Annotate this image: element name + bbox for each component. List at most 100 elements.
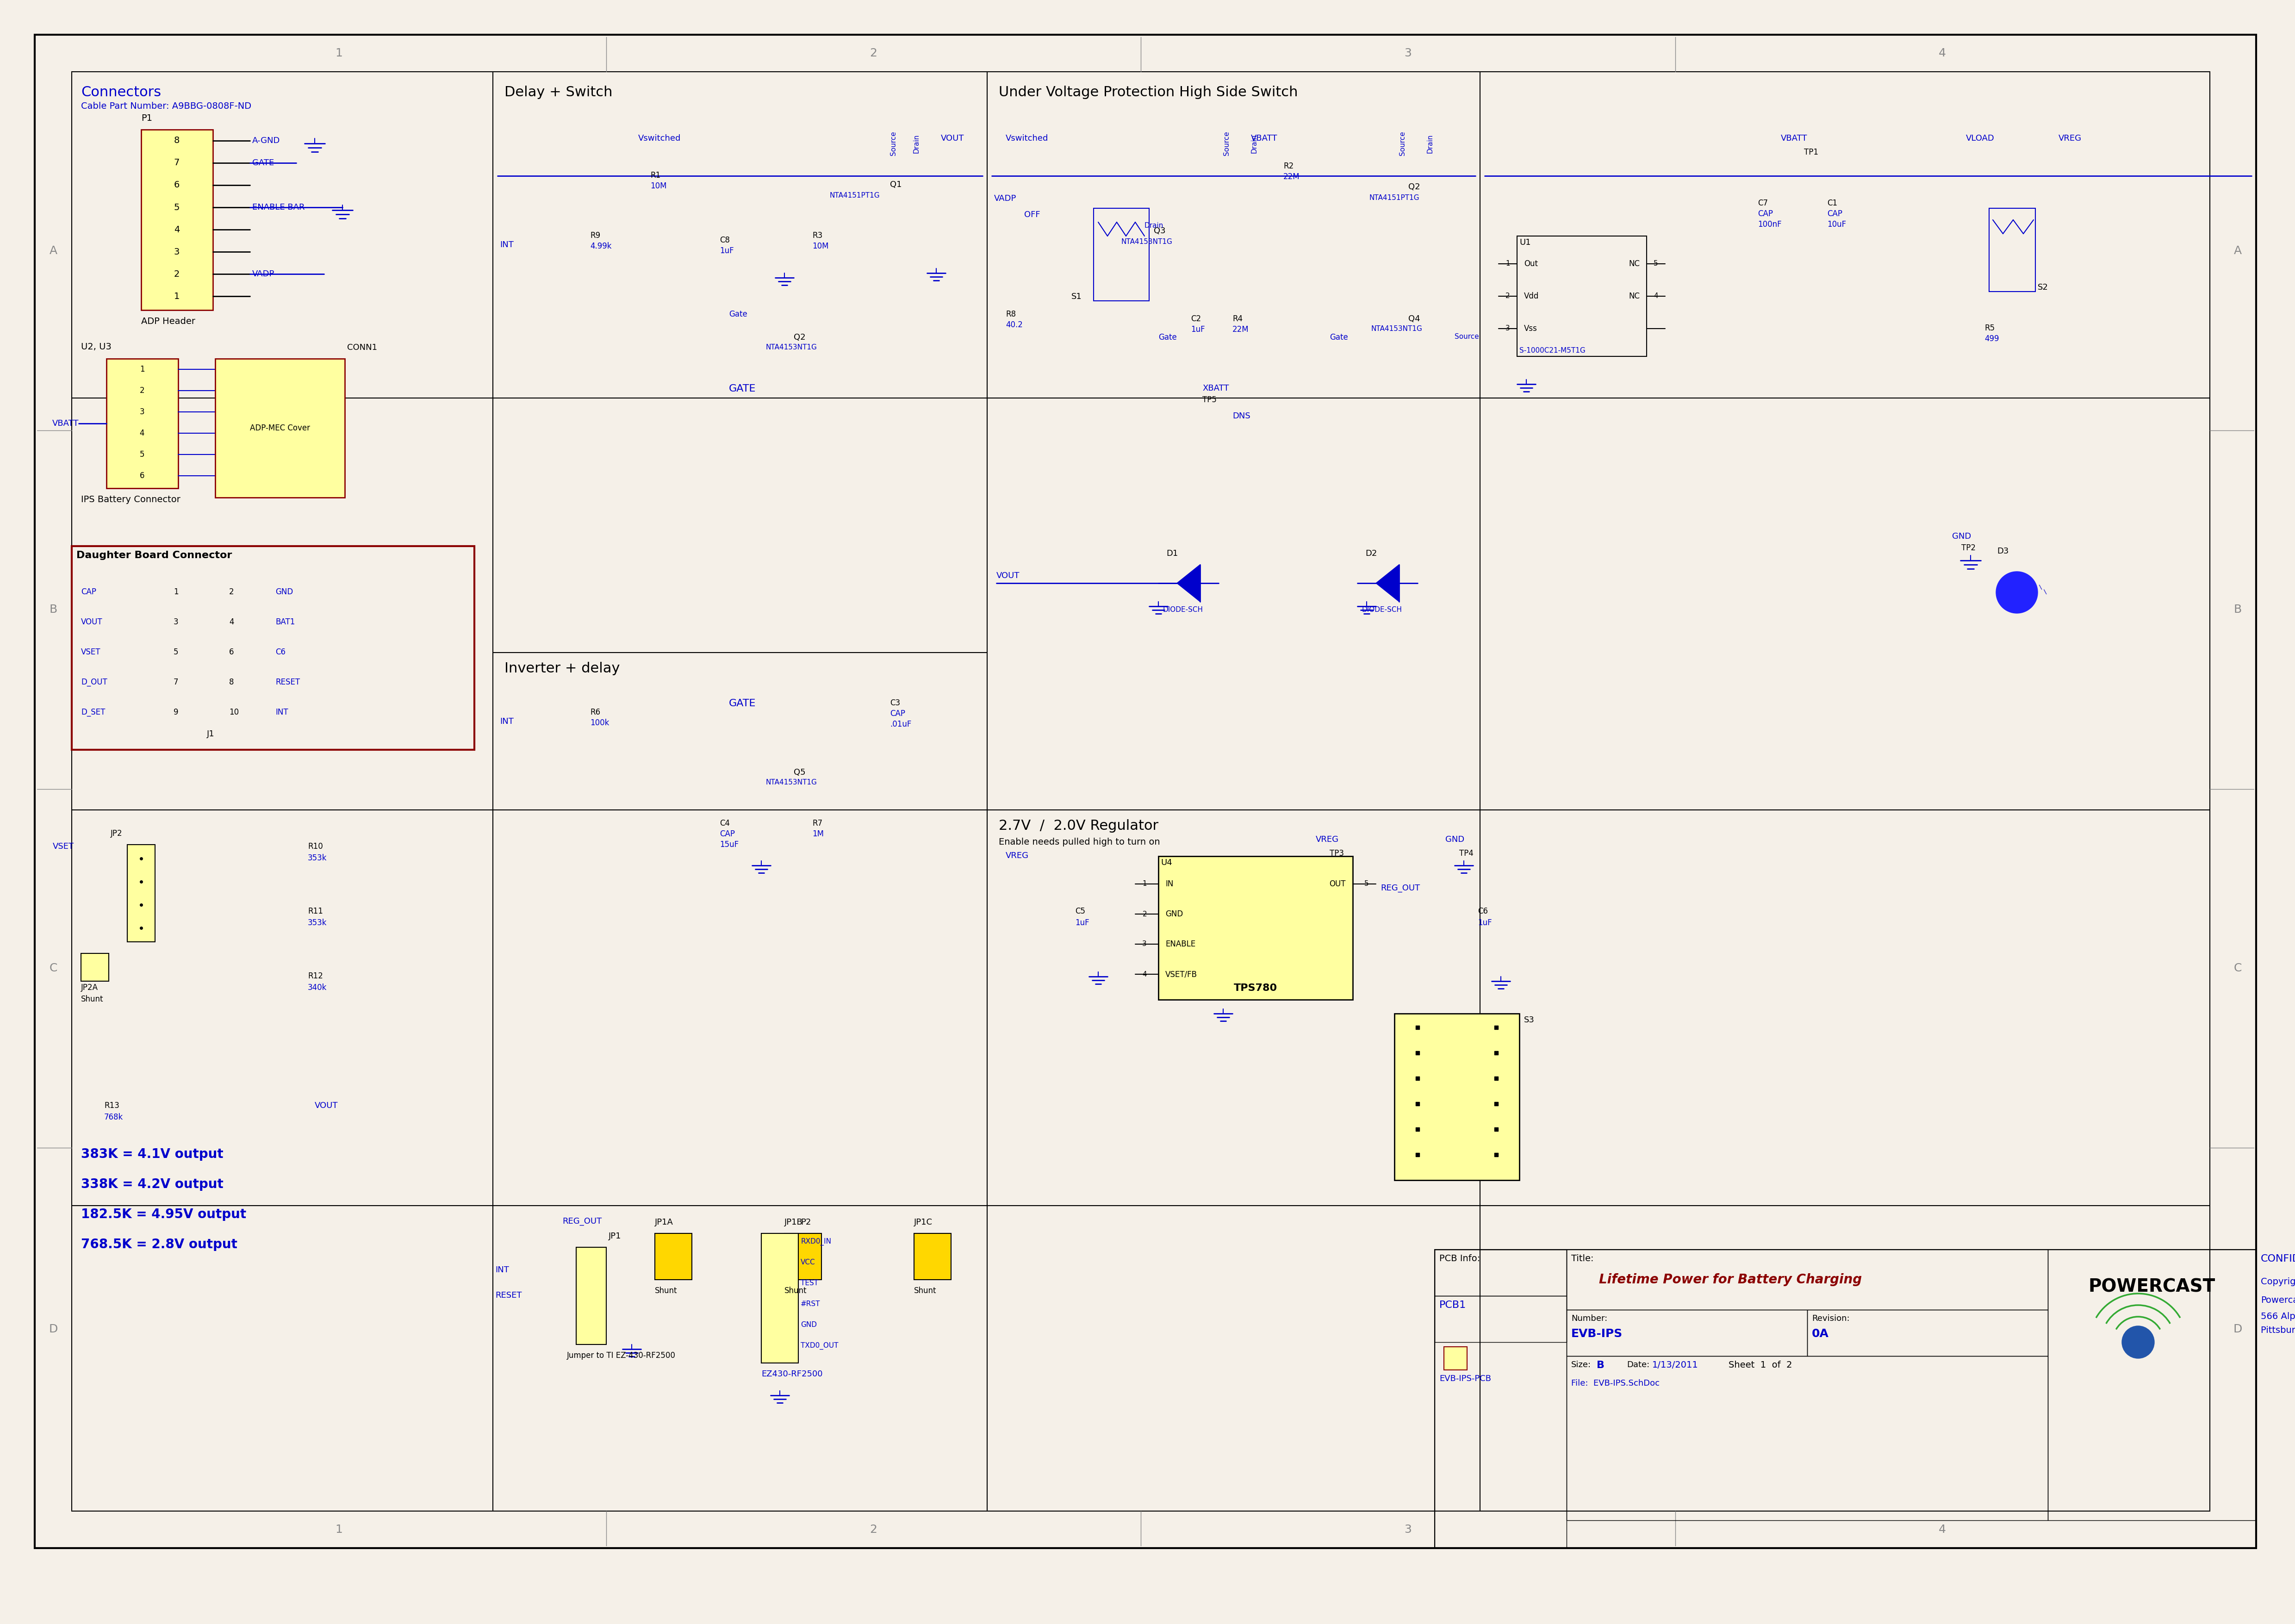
Text: 340k: 340k [308, 984, 326, 992]
Text: S3: S3 [1524, 1017, 1535, 1025]
Text: DIODE-SCH: DIODE-SCH [1361, 606, 1402, 614]
Text: INT: INT [500, 240, 514, 248]
Bar [1395, 1013, 1519, 1181]
Bar [1567, 1309, 1806, 1356]
Polygon shape [1177, 565, 1200, 601]
Text: C: C [48, 963, 57, 974]
Text: D2: D2 [1366, 549, 1377, 557]
Text: JP1: JP1 [608, 1233, 622, 1241]
Text: GND: GND [275, 588, 294, 596]
Text: 4: 4 [230, 617, 234, 627]
Text: REG_OUT: REG_OUT [1382, 883, 1421, 892]
Text: CAP: CAP [1827, 209, 1843, 218]
Text: EVB-IPS-PCB: EVB-IPS-PCB [1439, 1374, 1492, 1384]
Text: S-1000C21-M5T1G: S-1000C21-M5T1G [1519, 348, 1586, 354]
Text: Jumper to TI EZ-430-RF2500: Jumper to TI EZ-430-RF2500 [567, 1351, 675, 1359]
Text: R9: R9 [590, 231, 601, 240]
Text: 1uF: 1uF [1074, 919, 1090, 927]
Text: 2: 2 [870, 1523, 877, 1535]
Text: 22M: 22M [1283, 172, 1299, 180]
Text: IN: IN [1166, 880, 1173, 888]
Text: Gate: Gate [1159, 333, 1177, 341]
Text: XBATT: XBATT [1203, 385, 1228, 393]
Bar [2047, 1249, 2256, 1520]
Text: 2: 2 [140, 387, 145, 395]
Text: 0A: 0A [1811, 1328, 1829, 1340]
Bar [1434, 1249, 2256, 1548]
Text: Q5: Q5 [794, 768, 806, 776]
Polygon shape [1377, 565, 1400, 601]
Text: C6: C6 [1478, 908, 1487, 916]
Bar [576, 1247, 606, 1345]
Text: 5: 5 [174, 203, 179, 211]
Text: 15uF: 15uF [721, 841, 739, 849]
Text: Source: Source [1223, 132, 1230, 156]
Text: 4: 4 [140, 429, 145, 437]
Bar [913, 1233, 950, 1280]
Text: VADP: VADP [994, 195, 1017, 203]
Bar [71, 546, 475, 750]
Text: 1uF: 1uF [721, 247, 734, 255]
Text: Shunt: Shunt [654, 1286, 677, 1294]
Text: GATE: GATE [730, 698, 755, 708]
Text: R11: R11 [308, 908, 324, 916]
Text: POWERCAST: POWERCAST [2088, 1278, 2215, 1296]
Text: 100nF: 100nF [1758, 221, 1781, 229]
Text: 10uF: 10uF [1827, 221, 1845, 229]
Text: J1: J1 [207, 729, 213, 739]
Text: Q2: Q2 [1409, 184, 1421, 192]
Text: D3: D3 [1997, 547, 2008, 555]
Text: RESET: RESET [496, 1291, 521, 1299]
Text: VOUT: VOUT [996, 572, 1019, 580]
Text: CAP: CAP [80, 588, 96, 596]
Text: D1: D1 [1166, 549, 1177, 557]
Text: TEST: TEST [801, 1280, 819, 1286]
Text: JP1B: JP1B [785, 1218, 803, 1226]
Text: /: / [2043, 588, 2049, 594]
Text: Delay + Switch: Delay + Switch [505, 86, 613, 99]
Text: NTA4153NT1G: NTA4153NT1G [767, 344, 817, 351]
Bar [1567, 1356, 2047, 1520]
Text: Drain: Drain [1427, 133, 1434, 153]
Text: NC: NC [1629, 292, 1639, 300]
Text: 3: 3 [1405, 47, 1411, 58]
Text: 1uF: 1uF [1191, 325, 1205, 333]
Text: VREG: VREG [2059, 135, 2082, 143]
Text: B: B [1597, 1361, 1604, 1371]
Text: C7: C7 [1758, 200, 1767, 208]
Bar [1517, 235, 1646, 356]
Text: EZ430-RF2500: EZ430-RF2500 [762, 1371, 822, 1379]
Text: Q2: Q2 [794, 333, 806, 341]
Text: 6: 6 [230, 648, 234, 656]
Text: 3: 3 [1405, 1523, 1411, 1535]
Text: C: C [2233, 963, 2242, 974]
Text: Under Voltage Protection High Side Switch: Under Voltage Protection High Side Switc… [998, 86, 1299, 99]
Text: Connectors: Connectors [80, 86, 161, 99]
Text: Copyright 2010: Copyright 2010 [2261, 1278, 2295, 1286]
Text: Source: Source [1455, 333, 1478, 339]
Text: 2: 2 [230, 588, 234, 596]
Text: Shunt: Shunt [913, 1286, 936, 1294]
Text: 566 Alpha Dr: 566 Alpha Dr [2261, 1312, 2295, 1320]
Text: C4: C4 [721, 818, 730, 828]
Text: Out: Out [1524, 260, 1538, 268]
Text: REG_OUT: REG_OUT [562, 1218, 601, 1226]
Text: 5: 5 [1363, 880, 1368, 887]
Text: GND: GND [801, 1322, 817, 1328]
Text: OUT: OUT [1329, 880, 1345, 888]
Bar [1806, 1309, 2047, 1356]
Text: 182.5K = 4.95V output: 182.5K = 4.95V output [80, 1208, 246, 1221]
Text: VOUT: VOUT [314, 1101, 337, 1109]
Text: CAP: CAP [890, 710, 904, 718]
Text: Title:: Title: [1572, 1254, 1593, 1263]
Text: VCC: VCC [801, 1259, 815, 1265]
Text: Vss: Vss [1524, 325, 1538, 333]
Text: B: B [2233, 604, 2242, 615]
Text: C3: C3 [890, 698, 900, 706]
Text: 338K = 4.2V output: 338K = 4.2V output [80, 1177, 223, 1190]
Text: P2: P2 [801, 1218, 810, 1226]
Text: NTA4153NT1G: NTA4153NT1G [1370, 325, 1423, 333]
Text: TP4: TP4 [1460, 849, 1473, 857]
Text: /: / [2038, 585, 2045, 590]
Text: Q1: Q1 [890, 180, 902, 188]
